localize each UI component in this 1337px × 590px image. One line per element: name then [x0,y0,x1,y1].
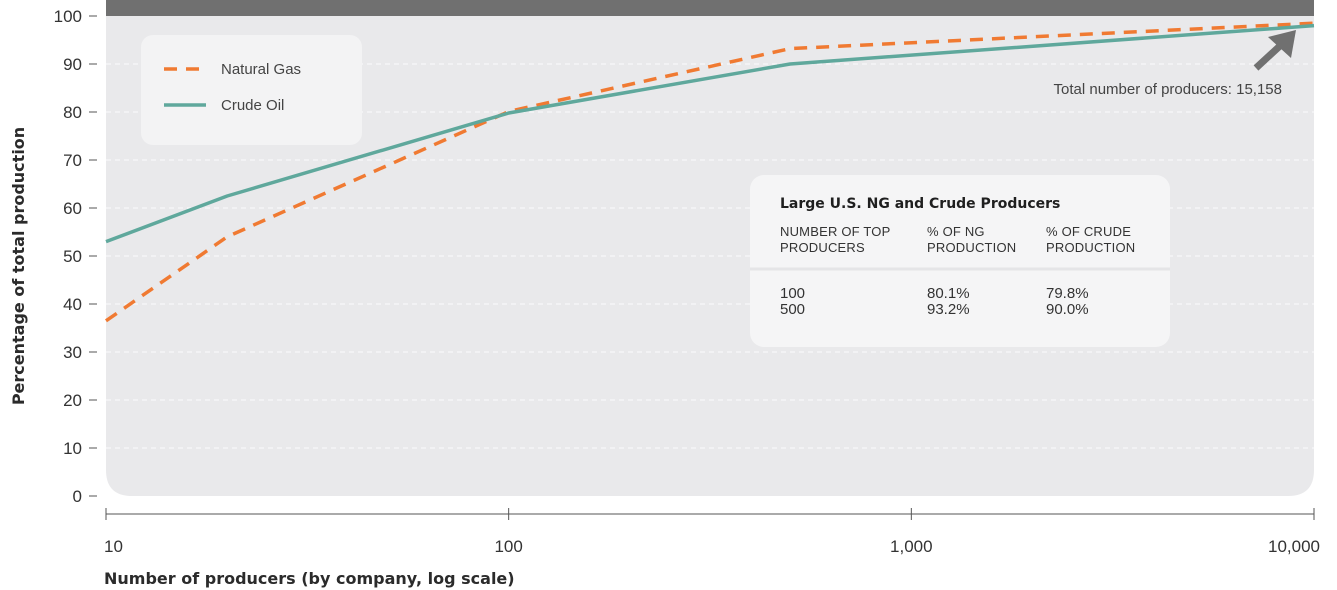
table-cell: 80.1% [927,285,970,302]
x-tick-label: 10,000 [1268,537,1320,556]
table-header: % OF CRUDE [1046,224,1131,239]
legend-label: Natural Gas [221,61,301,78]
y-tick-label: 60 [63,199,82,218]
table-cell: 93.2% [927,301,970,318]
annotation-arrow-shaft [1253,41,1285,71]
y-tick-label: 0 [73,487,82,506]
table-cell: 90.0% [1046,301,1089,318]
table-cell: 100 [780,285,805,302]
y-tick-label: 20 [63,391,82,410]
total-producers-note: Total number of producers: 15,158 [1054,81,1282,98]
x-tick-label: 100 [494,537,522,556]
y-tick-label: 100 [54,7,82,26]
table-header: NUMBER OF TOP [780,224,890,239]
table-header: PRODUCTION [927,240,1016,255]
legend-box [141,35,362,145]
table-cell: 500 [780,301,805,318]
annotation: Total number of producers: 15,158 [1054,30,1296,98]
x-tick-label: 1,000 [890,537,933,556]
series-line-natural-gas [105,21,1315,323]
x-tick-label: 10 [104,537,123,556]
table-cell: 79.8% [1046,285,1089,302]
series-lines [105,21,1315,323]
y-tick-label: 40 [63,295,82,314]
top-band [106,0,1314,16]
x-axis-title: Number of producers (by company, log sca… [104,569,515,588]
table-header: % OF NG [927,224,985,239]
y-tick-label: 90 [63,55,82,74]
inset-table: Large U.S. NG and Crude Producers NUMBER … [750,175,1170,347]
y-tick-label: 50 [63,247,82,266]
annotation-arrow-head [1268,30,1296,58]
table-header: PRODUCTION [1046,240,1135,255]
legend-label: Crude Oil [221,97,284,114]
table-box [750,175,1170,347]
y-axis-title: Percentage of total production [9,127,28,405]
y-tick-label: 80 [63,103,82,122]
legend: Natural Gas Crude Oil [141,35,362,145]
y-tick-label: 10 [63,439,82,458]
table-header: PRODUCERS [780,240,865,255]
axes: 0 10 20 30 40 50 60 70 80 90 100 10 100 1,000 10,000 Nu… [9,7,1320,588]
table-title: Large U.S. NG and Crude Producers [780,196,1060,212]
y-tick-label: 30 [63,343,82,362]
y-tick-label: 70 [63,151,82,170]
series-line-crude-oil [105,23,1315,244]
